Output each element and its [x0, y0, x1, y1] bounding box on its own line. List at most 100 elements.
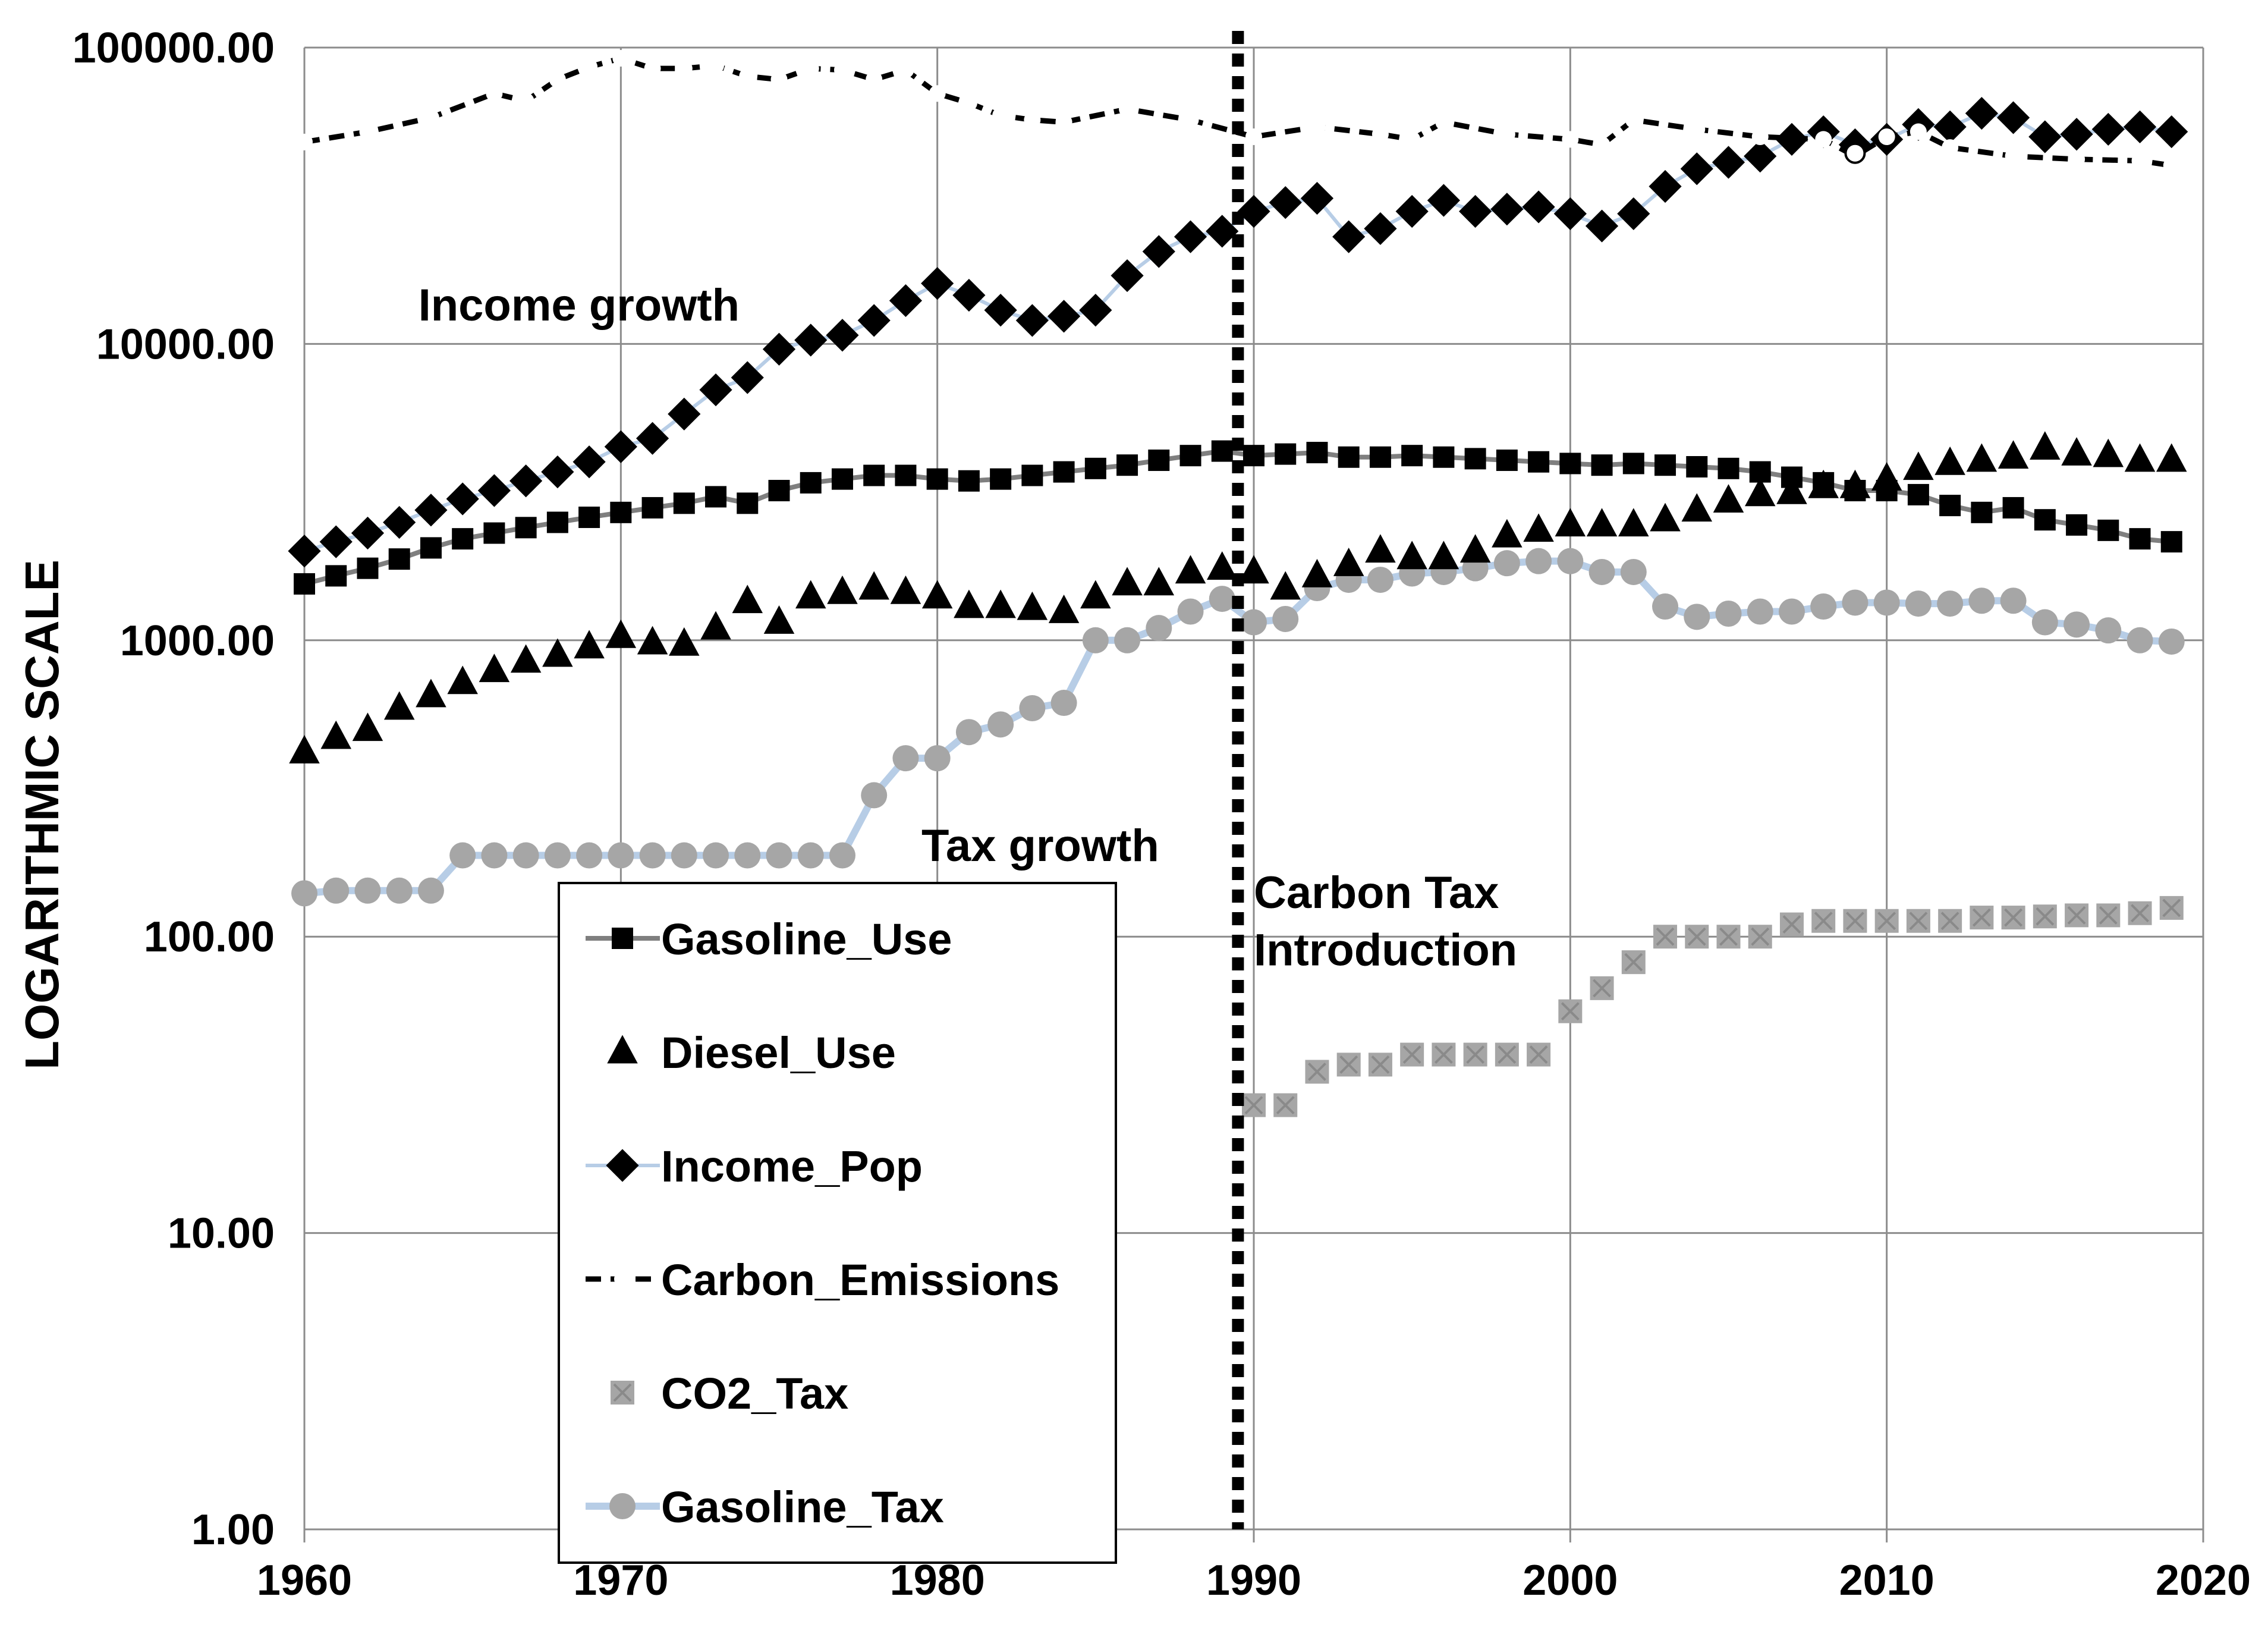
data-point-diesel-use	[1681, 493, 1713, 522]
data-point-diesel-use	[1492, 519, 1523, 548]
data-point-income-pop	[794, 323, 828, 357]
data-point-diesel-use	[289, 735, 320, 763]
data-point-carbon-emissions	[1435, 114, 1452, 131]
data-point-co2-tax-cross	[2162, 898, 2181, 918]
data-point-co2-tax	[1685, 925, 1709, 949]
data-point-income-pop	[1079, 294, 1112, 327]
data-point-carbon-emissions	[1498, 125, 1515, 143]
data-point-co2-tax	[1779, 912, 1804, 937]
data-point-diesel-use	[1143, 567, 1175, 596]
data-point-diesel-use	[1112, 567, 1143, 596]
data-point-gasoline-use	[1275, 443, 1297, 465]
data-point-carbon-emissions	[770, 71, 788, 88]
data-point-co2-tax	[1874, 909, 1899, 933]
data-point-co2-tax	[2001, 906, 2025, 930]
data-point-gasoline-tax	[1905, 590, 1932, 617]
data-point-gasoline-use	[1053, 461, 1075, 483]
y-tick-label: 100.00	[144, 913, 275, 961]
data-point-co2-tax	[1368, 1052, 1392, 1077]
data-point-income-pop	[1553, 197, 1587, 231]
data-point-gasoline-tax	[1937, 590, 1964, 617]
data-point-carbon-emissions	[739, 68, 756, 85]
data-point-gasoline-use	[1306, 442, 1328, 464]
data-point-income-pop	[1300, 181, 1334, 215]
data-point-gasoline-use	[2097, 519, 2119, 541]
data-point-gasoline-use	[1939, 495, 1961, 517]
data-point-income-pop	[2091, 112, 2125, 146]
data-point-co2-tax-cross	[1972, 908, 1991, 927]
data-point-income-pop	[509, 464, 543, 498]
legend-entry-gasoline-tax: Gasoline_Tax	[586, 1482, 944, 1532]
data-point-gasoline-use	[1179, 445, 1201, 467]
legend-label-carbon-emissions: Carbon_Emissions	[661, 1255, 1059, 1305]
data-point-gasoline-use	[1591, 454, 1613, 476]
data-point-gasoline-use	[294, 573, 315, 595]
data-point-co2-tax	[1305, 1060, 1329, 1084]
data-point-gasoline-tax	[354, 877, 381, 904]
data-point-gasoline-use	[1243, 445, 1264, 467]
data-point-diesel-use	[1207, 551, 1238, 580]
data-point-co2-tax-cross	[1877, 912, 1896, 931]
legend-label-diesel-use: Diesel_Use	[661, 1028, 896, 1077]
data-point-gasoline-tax	[512, 842, 539, 869]
data-point-carbon-emissions	[1593, 136, 1610, 153]
data-point-co2-tax	[1558, 999, 1583, 1023]
data-point-diesel-use	[2093, 438, 2124, 467]
data-point-income-pop	[604, 430, 637, 463]
data-point-gasoline-use	[768, 480, 790, 502]
data-point-gasoline-tax	[1241, 609, 1267, 636]
legend-entry-diesel-use: Diesel_Use	[607, 1028, 896, 1077]
data-point-co2-tax-cross	[2131, 904, 2149, 923]
data-point-income-pop	[1332, 220, 1366, 253]
data-point-co2-tax-cross	[1308, 1063, 1326, 1081]
data-point-diesel-use	[1301, 558, 1333, 587]
data-point-co2-tax	[1273, 1093, 1298, 1117]
data-point-carbon-emissions	[1942, 139, 1959, 156]
data-point-diesel-use	[700, 611, 731, 640]
data-point-income-pop	[731, 361, 764, 394]
data-point-gasoline-tax	[639, 842, 666, 869]
data-point-gasoline-tax	[734, 842, 761, 869]
data-point-co2-tax-cross	[1751, 927, 1770, 946]
series-diesel-use	[289, 431, 2187, 763]
data-point-income-pop	[1680, 152, 1713, 186]
data-point-diesel-use	[1459, 534, 1491, 563]
data-point-co2-tax	[2096, 903, 2121, 928]
data-point-income-pop	[1965, 96, 1998, 130]
data-point-diesel-use	[2124, 443, 2156, 472]
data-point-gasoline-use	[1717, 457, 1739, 479]
data-point-income-pop	[383, 505, 416, 539]
data-point-income-pop	[668, 397, 701, 431]
annotation-1: Income growth	[419, 280, 740, 331]
data-point-gasoline-use	[831, 468, 853, 490]
data-point-income-pop	[952, 278, 986, 312]
data-point-carbon-emissions	[675, 60, 693, 77]
data-point-co2-tax-cross	[1402, 1045, 1421, 1064]
data-point-co2-tax-cross	[1656, 927, 1675, 946]
data-point-income-pop	[762, 332, 796, 366]
data-point-income-pop	[319, 525, 353, 558]
data-point-diesel-use	[1017, 591, 1048, 620]
data-point-carbon-emissions	[422, 109, 439, 126]
annotations: Income growth Tax growth Carbon Tax Introdu…	[419, 280, 1518, 976]
data-point-diesel-use	[858, 571, 889, 600]
data-point-gasoline-tax	[797, 842, 824, 869]
data-point-gasoline-tax	[1747, 598, 1773, 625]
legend-marker-gasoline-use	[612, 928, 633, 949]
series-layer	[288, 50, 2188, 1117]
data-point-gasoline-use	[1464, 448, 1486, 470]
data-point-gasoline-tax	[1146, 615, 1172, 642]
data-point-gasoline-tax	[1493, 550, 1520, 577]
data-point-diesel-use	[1396, 541, 1427, 570]
data-point-income-pop	[1712, 146, 1745, 179]
data-point-gasoline-use	[705, 486, 727, 508]
data-point-gasoline-use	[357, 557, 379, 579]
legend-label-co2-tax: CO2_Tax	[661, 1369, 848, 1418]
data-point-gasoline-use	[1654, 454, 1676, 476]
data-point-diesel-use	[1839, 469, 1871, 498]
data-point-co2-tax	[1938, 909, 1962, 933]
data-point-carbon-emissions	[897, 61, 914, 78]
legend-marker-co2-tax-cross	[613, 1383, 632, 1402]
data-point-diesel-use	[1713, 484, 1744, 513]
